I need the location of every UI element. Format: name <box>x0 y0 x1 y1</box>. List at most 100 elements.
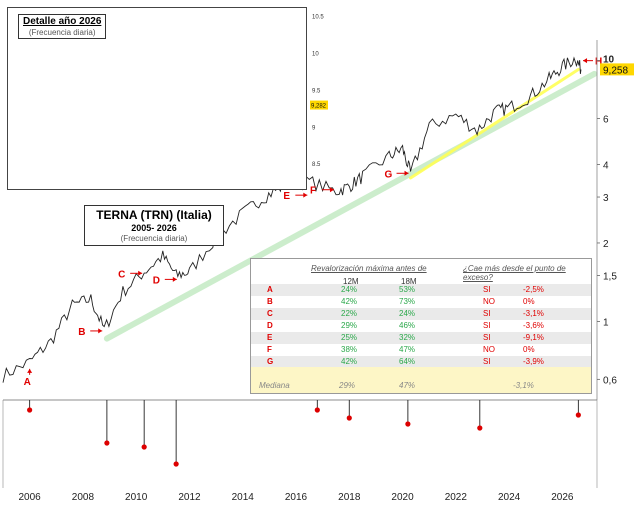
row-18m: 46% <box>399 321 416 330</box>
x-tick-label: 2016 <box>285 492 308 503</box>
inset-y-tick-label: 10 <box>312 52 319 58</box>
row-12m: 25% <box>341 333 358 342</box>
inset-price-badge-label: 9,282 <box>311 104 327 110</box>
inset-y-tick-label: 9 <box>312 125 316 131</box>
row-12m: 42% <box>341 357 358 366</box>
median-12m: 29% <box>339 381 356 390</box>
marker-label: E <box>283 191 290 202</box>
signal-dot <box>346 415 352 421</box>
row-pct: -3,6% <box>523 321 544 330</box>
row-18m: 73% <box>399 297 416 306</box>
marker-arrow-head <box>303 192 308 198</box>
table-header-left: Revalorización máxima antes de <box>311 264 427 273</box>
row-pct: -9,1% <box>523 333 544 342</box>
row-falls: NO <box>483 297 495 306</box>
y-tick-label: 4 <box>603 160 609 171</box>
row-pct: -2,5% <box>523 285 544 294</box>
table-header-right: ¿Cae más desde el punto de exceso? <box>463 264 566 282</box>
table-row: F 38% 47% NO 0% <box>251 344 591 356</box>
col-18m: 18M <box>401 277 417 286</box>
row-pct: 0% <box>523 345 535 354</box>
main-price-badge <box>600 63 634 76</box>
x-tick-label: 2022 <box>445 492 468 503</box>
row-18m: 32% <box>399 333 416 342</box>
y-tick-label: 1 <box>603 317 609 328</box>
row-label: E <box>267 333 273 342</box>
y-tick-label: 1,5 <box>603 272 617 283</box>
signal-dot <box>104 440 110 446</box>
x-tick-label: 2020 <box>391 492 414 503</box>
signal-dot <box>173 461 179 467</box>
row-label: C <box>267 309 273 318</box>
inset-y-tick-label: 9.5 <box>312 88 321 94</box>
y-tick-label: 10 <box>603 55 615 66</box>
x-tick-label: 2018 <box>338 492 361 503</box>
signal-dot <box>27 407 33 413</box>
row-18m: 24% <box>399 309 416 318</box>
inset-subtitle: (Frecuencia diaria) <box>28 28 96 37</box>
marker-label: D <box>153 275 160 286</box>
inset-title: Detalle año 2026 <box>23 16 102 27</box>
inset-title-box: Detalle año 2026 (Frecuencia diaria) <box>18 14 107 39</box>
x-tick-label: 2014 <box>232 492 255 503</box>
row-18m: 64% <box>399 357 416 366</box>
signal-dot <box>141 444 147 450</box>
marker-label: G <box>385 169 393 180</box>
y-tick-label: 2 <box>603 239 609 250</box>
marker-arrow-head <box>329 187 334 193</box>
table-row: G 42% 64% SI -3,9% <box>251 356 591 368</box>
x-tick-label: 2006 <box>19 492 42 503</box>
y-tick-label: 0,6 <box>603 375 617 386</box>
marker-arrow-head <box>27 368 33 373</box>
row-falls: SI <box>483 357 491 366</box>
x-tick-label: 2008 <box>72 492 95 503</box>
x-tick-label: 2026 <box>551 492 574 503</box>
table-row: D 29% 46% SI -3,6% <box>251 320 591 332</box>
table-row: A 24% 53% SI -2,5% <box>251 284 591 296</box>
table-row: C 22% 24% SI -3,1% <box>251 308 591 320</box>
row-pct: -3,9% <box>523 357 544 366</box>
marker-arrow-head <box>172 276 177 282</box>
marker-label: H <box>595 57 602 68</box>
col-12m: 12M <box>343 277 359 286</box>
main-frequency: (Frecuencia diaria) <box>120 234 188 243</box>
main-period: 2005- 2026 <box>131 223 177 233</box>
inset-y-tick-label: 8.5 <box>312 162 321 168</box>
row-label: F <box>267 345 272 354</box>
row-falls: SI <box>483 309 491 318</box>
row-label: A <box>267 285 273 294</box>
x-tick-label: 2012 <box>178 492 201 503</box>
long-term-support-band <box>103 70 598 342</box>
marker-arrow-head <box>98 328 103 334</box>
marker-label: B <box>78 327 85 338</box>
y-tick-label: 6 <box>603 115 609 126</box>
row-falls: SI <box>483 333 491 342</box>
marker-arrow-head <box>138 270 143 276</box>
row-label: G <box>267 357 274 366</box>
x-tick-label: 2024 <box>498 492 521 503</box>
row-12m: 24% <box>341 285 358 294</box>
marker-arrow-head <box>583 58 588 64</box>
signal-dot <box>314 407 320 413</box>
row-12m: 29% <box>341 321 358 330</box>
main-price-series <box>2 56 582 383</box>
row-12m: 38% <box>341 345 358 354</box>
main-title-box: TERNA (TRN) (Italia) 2005- 2026 (Frecuen… <box>84 205 224 246</box>
row-falls: SI <box>483 321 491 330</box>
marker-label: C <box>118 269 125 280</box>
marker-label: A <box>24 377 31 388</box>
main-price-badge-label: 9,258 <box>603 65 628 76</box>
row-label: D <box>267 321 273 330</box>
y-tick-label: 3 <box>603 193 609 204</box>
main-price-line <box>2 56 582 383</box>
marker-arrow-head <box>404 170 409 176</box>
recent-support-line <box>409 67 580 180</box>
median-label: Mediana <box>259 381 290 390</box>
row-falls: NO <box>483 345 495 354</box>
row-18m: 53% <box>399 285 416 294</box>
inset-y-tick-label: 10.5 <box>312 15 324 21</box>
row-label: B <box>267 297 273 306</box>
row-pct: 0% <box>523 297 535 306</box>
row-falls: SI <box>483 285 491 294</box>
row-12m: 22% <box>341 309 358 318</box>
